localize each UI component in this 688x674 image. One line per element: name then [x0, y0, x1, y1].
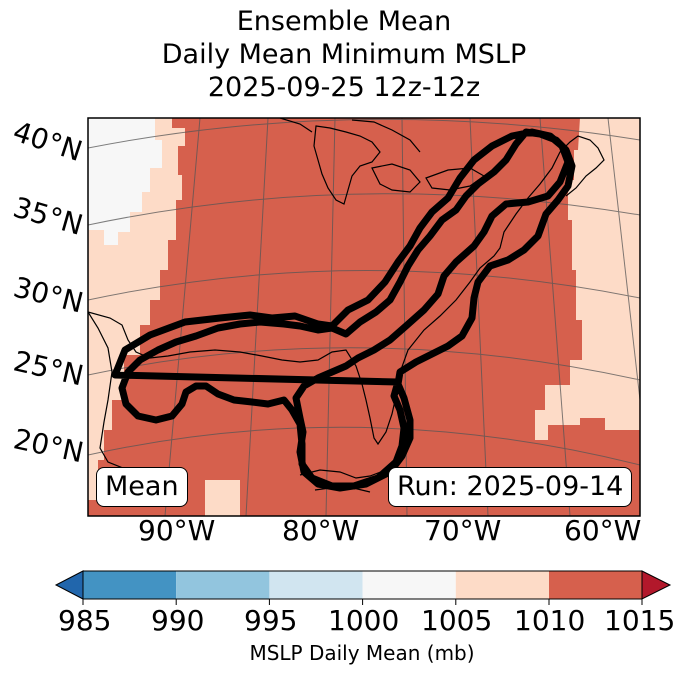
- map-plot-area: [88, 118, 640, 516]
- run-date-badge: Run: 2025-09-14: [388, 467, 633, 507]
- mslp-region-1005-1010-east: [535, 118, 640, 440]
- colorbar-bin-1000-1005: [362, 571, 456, 599]
- lon-label-70w: 70°W: [424, 514, 502, 547]
- lon-label-60w: 60°W: [564, 514, 642, 547]
- colorbar-bin-990-995: [176, 571, 270, 599]
- colorbar-tick-1005: 1005: [421, 604, 493, 637]
- colorbar-tick-995: 995: [244, 604, 298, 637]
- coastlines: [88, 118, 605, 493]
- title-line-3: 2025-09-25 12z-12z: [207, 72, 481, 103]
- colorbar-tick-1000: 1000: [328, 604, 400, 637]
- mslp-contour-outline: [111, 128, 576, 492]
- colorbar-label: MSLP Daily Mean (mb): [249, 641, 475, 665]
- mslp-region-1000-1005: [88, 118, 162, 245]
- title-line-1: Ensemble Mean: [236, 6, 452, 37]
- colorbar-tick-1015: 1015: [604, 604, 676, 637]
- colorbar-tick-990: 990: [151, 604, 205, 637]
- colorbar-bin-995-1000: [269, 571, 363, 599]
- colorbar: [54, 570, 672, 605]
- map-frame: [87, 117, 641, 517]
- colorbar-extend-high: [641, 570, 672, 600]
- colorbar-bin-1005-1010: [455, 571, 549, 599]
- colorbar-extend-low: [54, 570, 84, 600]
- colorbar-bin-985-990: [83, 571, 177, 599]
- colorbar-tick-985: 985: [58, 604, 112, 637]
- mean-badge: Mean: [96, 467, 188, 507]
- title-line-2: Daily Mean Minimum MSLP: [161, 39, 527, 70]
- lon-label-90w: 90°W: [138, 514, 216, 547]
- mslp-region-1005-1010-south: [205, 480, 240, 516]
- colorbar-tick-1010: 1010: [514, 604, 586, 637]
- lon-label-80w: 80°W: [282, 514, 360, 547]
- colorbar-bin-1010-1015: [549, 571, 642, 599]
